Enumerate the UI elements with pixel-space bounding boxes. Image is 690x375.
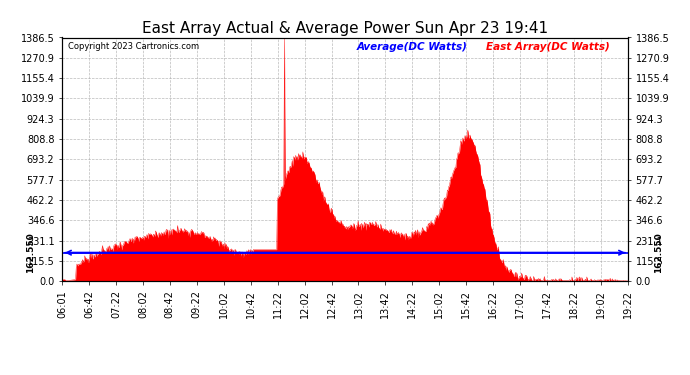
Text: Copyright 2023 Cartronics.com: Copyright 2023 Cartronics.com bbox=[68, 42, 199, 51]
Text: 162.550: 162.550 bbox=[655, 232, 664, 273]
Text: Average(DC Watts): Average(DC Watts) bbox=[356, 42, 467, 52]
Title: East Array Actual & Average Power Sun Apr 23 19:41: East Array Actual & Average Power Sun Ap… bbox=[142, 21, 548, 36]
Text: East Array(DC Watts): East Array(DC Watts) bbox=[486, 42, 610, 52]
Text: 162.550: 162.550 bbox=[26, 232, 35, 273]
